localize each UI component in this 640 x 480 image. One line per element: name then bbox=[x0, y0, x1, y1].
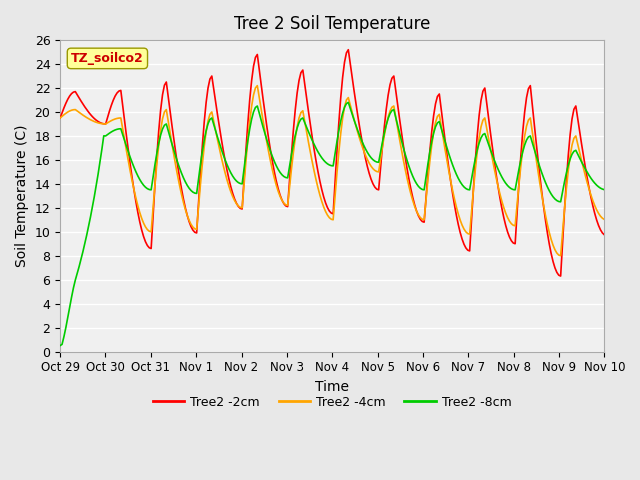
Text: TZ_soilco2: TZ_soilco2 bbox=[71, 52, 144, 65]
Title: Tree 2 Soil Temperature: Tree 2 Soil Temperature bbox=[234, 15, 430, 33]
Legend: Tree2 -2cm, Tree2 -4cm, Tree2 -8cm: Tree2 -2cm, Tree2 -4cm, Tree2 -8cm bbox=[148, 391, 516, 414]
Y-axis label: Soil Temperature (C): Soil Temperature (C) bbox=[15, 125, 29, 267]
X-axis label: Time: Time bbox=[316, 380, 349, 394]
